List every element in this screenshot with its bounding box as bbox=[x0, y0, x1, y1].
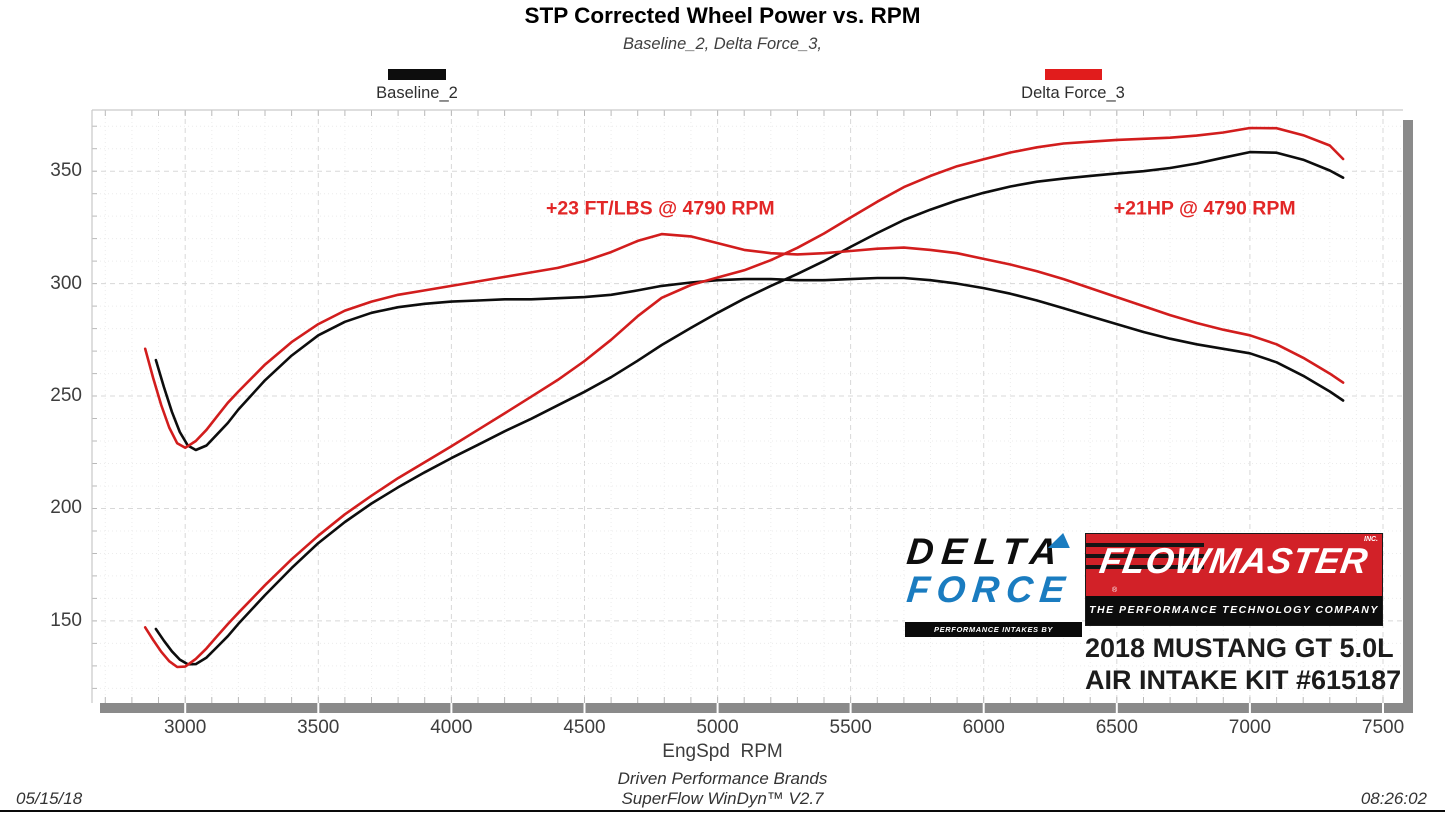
legend-label-delta-force: Delta Force_3 bbox=[1021, 84, 1125, 102]
curve-baseline-2-power bbox=[154, 150, 1345, 666]
footer-rule bbox=[0, 810, 1445, 812]
curve-delta-force-3-torque bbox=[143, 232, 1345, 450]
delta-force-logo-word1: DELTA bbox=[904, 531, 1068, 572]
flowmaster-inc-mark: INC. bbox=[1364, 536, 1378, 543]
delta-force-logo: DELTA FORCE PERFORMANCE INTAKES BY FLOWM… bbox=[904, 531, 1082, 649]
x-axis-label: EngSpd RPM bbox=[662, 741, 783, 762]
flowmaster-stripes-icon bbox=[1086, 543, 1204, 571]
vehicle-title-line2: AIR INTAKE KIT #615187 bbox=[1085, 665, 1402, 695]
footer-brand: Driven Performance Brands bbox=[617, 769, 828, 788]
flowmaster-tagline: THE PERFORMANCE TECHNOLOGY COMPANY bbox=[1086, 596, 1382, 625]
delta-force-logo-word2: FORCE bbox=[904, 569, 1074, 610]
footer-software: SuperFlow WinDyn™ V2.7 bbox=[621, 789, 824, 808]
curve-baseline-2-torque bbox=[154, 276, 1345, 452]
curve-delta-force-3-power bbox=[143, 126, 1345, 669]
flowmaster-registered-mark: ® bbox=[1112, 587, 1118, 594]
vehicle-title-line1: 2018 MUSTANG GT 5.0L bbox=[1085, 633, 1394, 663]
legend-swatch-delta-force bbox=[1045, 69, 1102, 80]
report-date: 05/15/18 bbox=[16, 789, 83, 808]
flowmaster-logo-red-field: FLOWMASTER INC. bbox=[1086, 534, 1382, 596]
legend-label-baseline: Baseline_2 bbox=[376, 84, 458, 102]
delta-force-triangle-icon bbox=[1047, 533, 1075, 548]
flowmaster-logo-name: FLOWMASTER bbox=[1096, 540, 1372, 581]
page-title: STP Corrected Wheel Power vs. RPM bbox=[524, 3, 921, 28]
page-subtitle: Baseline_2, Delta Force_3, bbox=[622, 35, 823, 53]
delta-force-tagline: PERFORMANCE INTAKES BY FLOWMASTER bbox=[905, 622, 1082, 649]
legend-swatch-baseline bbox=[388, 69, 446, 80]
report-time: 08:26:02 bbox=[1360, 789, 1427, 808]
flowmaster-logo: FLOWMASTER INC. ® THE PERFORMANCE TECHNO… bbox=[1085, 533, 1383, 626]
